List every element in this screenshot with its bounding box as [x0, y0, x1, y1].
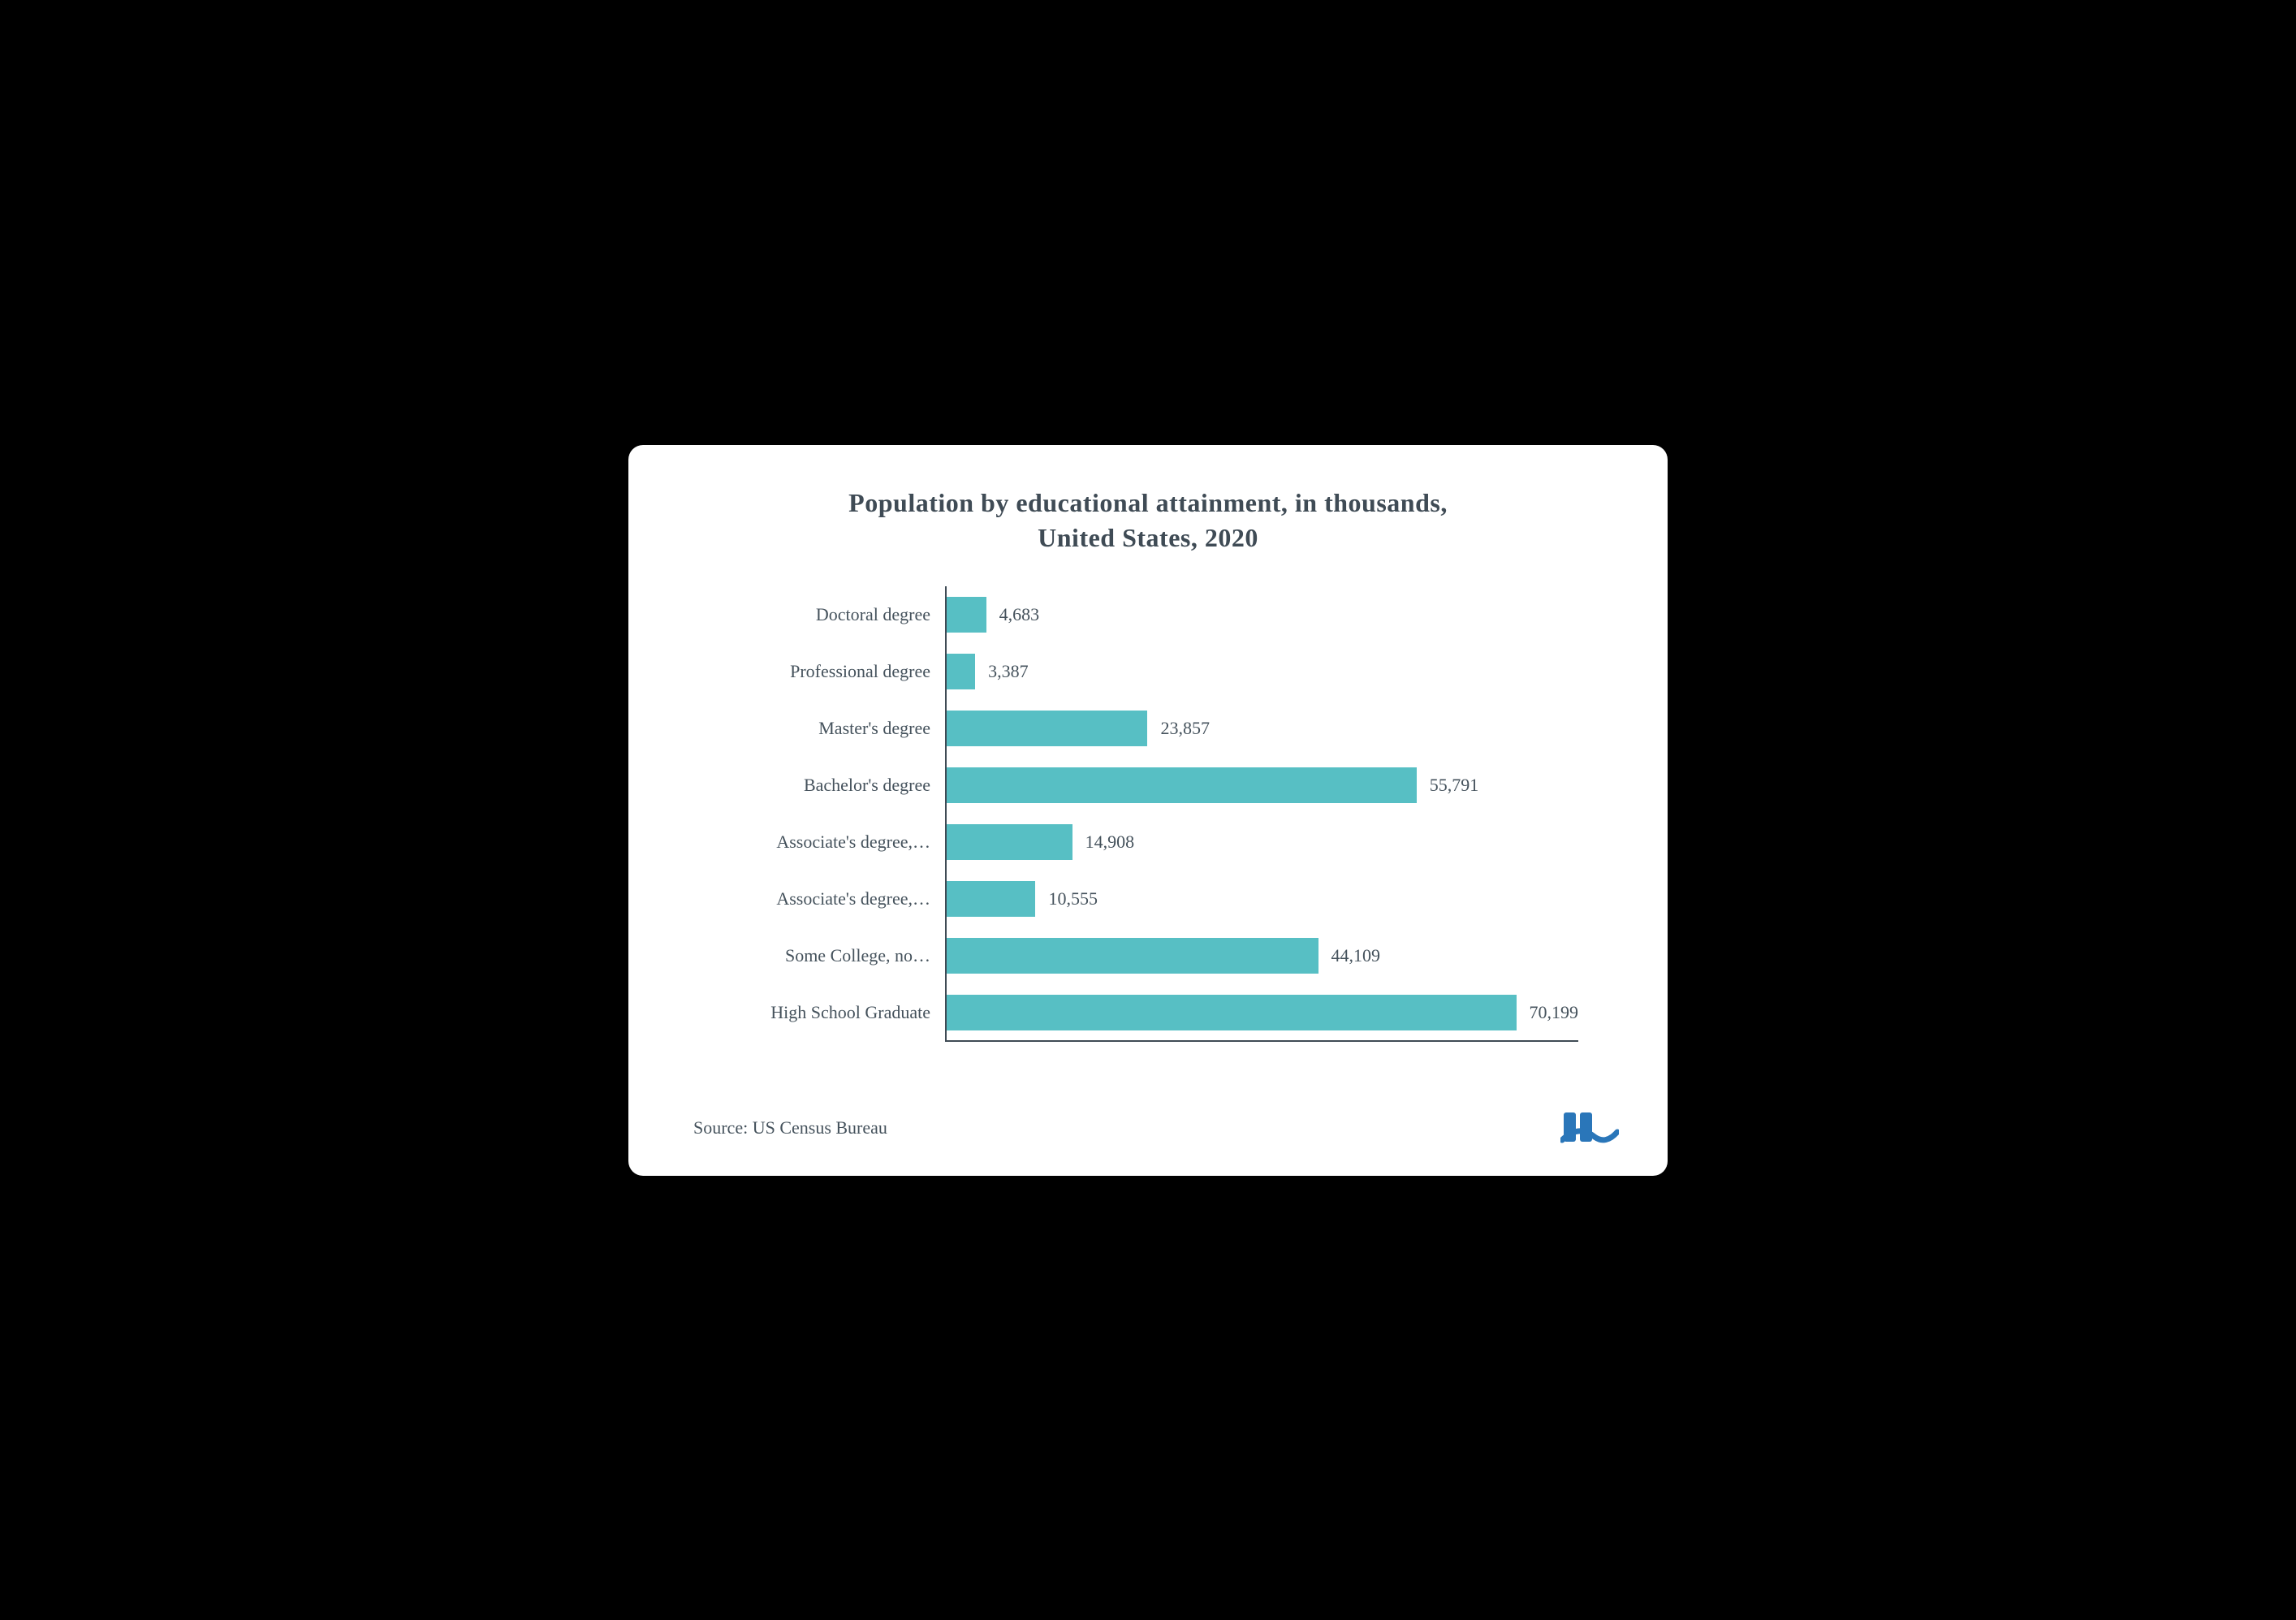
category-label: Master's degree	[718, 718, 945, 739]
chart-row: Professional degree 3,387	[718, 643, 1578, 700]
chart-row: Associate's degree,… 14,908	[718, 814, 1578, 870]
brand-logo	[1560, 1108, 1619, 1147]
bar-track: 55,791	[945, 757, 1578, 814]
bar	[947, 654, 975, 689]
chart-area: Doctoral degree 4,683 Professional degree 3…	[685, 586, 1611, 1041]
chart-row: Some College, no… 44,109	[718, 927, 1578, 984]
value-label: 3,387	[988, 661, 1029, 682]
category-label: Doctoral degree	[718, 604, 945, 625]
value-label: 10,555	[1048, 888, 1098, 909]
bar-track: 10,555	[945, 870, 1578, 927]
bar	[947, 767, 1417, 803]
bar-track: 14,908	[945, 814, 1578, 870]
category-label: Associate's degree,…	[718, 888, 945, 909]
bar-track: 70,199	[945, 984, 1578, 1041]
bar	[947, 995, 1517, 1030]
bar	[947, 881, 1035, 917]
bar-track: 3,387	[945, 643, 1578, 700]
bar-track: 4,683	[945, 586, 1578, 643]
category-label: Some College, no…	[718, 945, 945, 966]
bar	[947, 938, 1318, 974]
bar	[947, 711, 1147, 746]
chart-row: Master's degree 23,857	[718, 700, 1578, 757]
category-label: High School Graduate	[718, 1002, 945, 1023]
value-label: 4,683	[999, 604, 1040, 625]
chart-card: Population by educational attainment, in…	[628, 445, 1668, 1176]
category-label: Bachelor's degree	[718, 775, 945, 796]
value-label: 55,791	[1430, 775, 1479, 796]
bar	[947, 824, 1072, 860]
bar-track: 23,857	[945, 700, 1578, 757]
value-label: 14,908	[1085, 832, 1135, 853]
value-label: 70,199	[1530, 1002, 1579, 1023]
source-text: Source: US Census Bureau	[693, 1117, 887, 1138]
category-label: Professional degree	[718, 661, 945, 682]
bar-track: 44,109	[945, 927, 1578, 984]
chart-title-line1: Population by educational attainment, in…	[848, 488, 1448, 517]
chart-row: Doctoral degree 4,683	[718, 586, 1578, 643]
chart-row: Bachelor's degree 55,791	[718, 757, 1578, 814]
chart-title: Population by educational attainment, in…	[685, 486, 1611, 555]
chart-title-line2: United States, 2020	[1038, 523, 1258, 552]
value-label: 44,109	[1331, 945, 1381, 966]
chart-row: Associate's degree,… 10,555	[718, 870, 1578, 927]
value-label: 23,857	[1160, 718, 1210, 739]
chart-row: High School Graduate 70,199	[718, 984, 1578, 1041]
category-label: Associate's degree,…	[718, 832, 945, 853]
bar	[947, 597, 986, 633]
